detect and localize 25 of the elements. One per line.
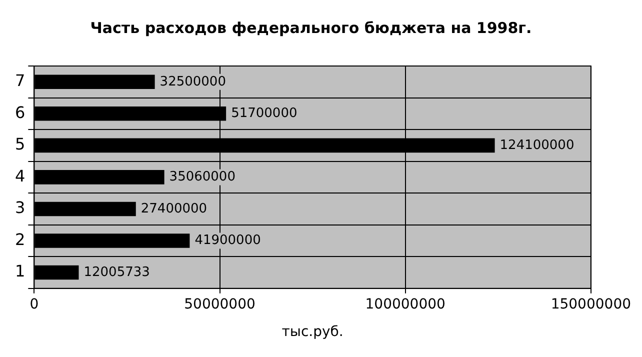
- x-tick-label: 100000000: [365, 296, 446, 312]
- data-label: 32500000: [160, 74, 226, 90]
- y-tick-label: 2: [14, 230, 26, 249]
- y-tick-label: 5: [14, 134, 26, 154]
- bar: [34, 74, 155, 90]
- bar: [34, 202, 136, 216]
- data-label: 12005733: [84, 264, 150, 280]
- data-label: 41900000: [194, 233, 261, 248]
- data-label: 51700000: [231, 106, 298, 122]
- y-tick-label: 3: [14, 198, 26, 218]
- y-tick-label: 7: [14, 71, 26, 90]
- data-label: 27400000: [140, 201, 208, 216]
- chart-title: Часть расходов федерального бюджета на 1998г.: [90, 18, 532, 37]
- x-tick-label: 150000000: [550, 296, 632, 312]
- data-label: 124100000: [500, 138, 574, 153]
- y-tick-label: 1: [14, 262, 26, 281]
- x-tick-label: 50000000: [184, 296, 256, 312]
- y-tick-label: 6: [14, 102, 26, 122]
- bar: [34, 234, 190, 248]
- data-label: 35060000: [169, 170, 236, 185]
- y-tick-label: 4: [14, 166, 26, 186]
- bar: [34, 170, 164, 184]
- x-axis-title: тыс.руб.: [282, 324, 344, 340]
- bar: [34, 265, 79, 280]
- x-tick-label: 0: [30, 296, 39, 312]
